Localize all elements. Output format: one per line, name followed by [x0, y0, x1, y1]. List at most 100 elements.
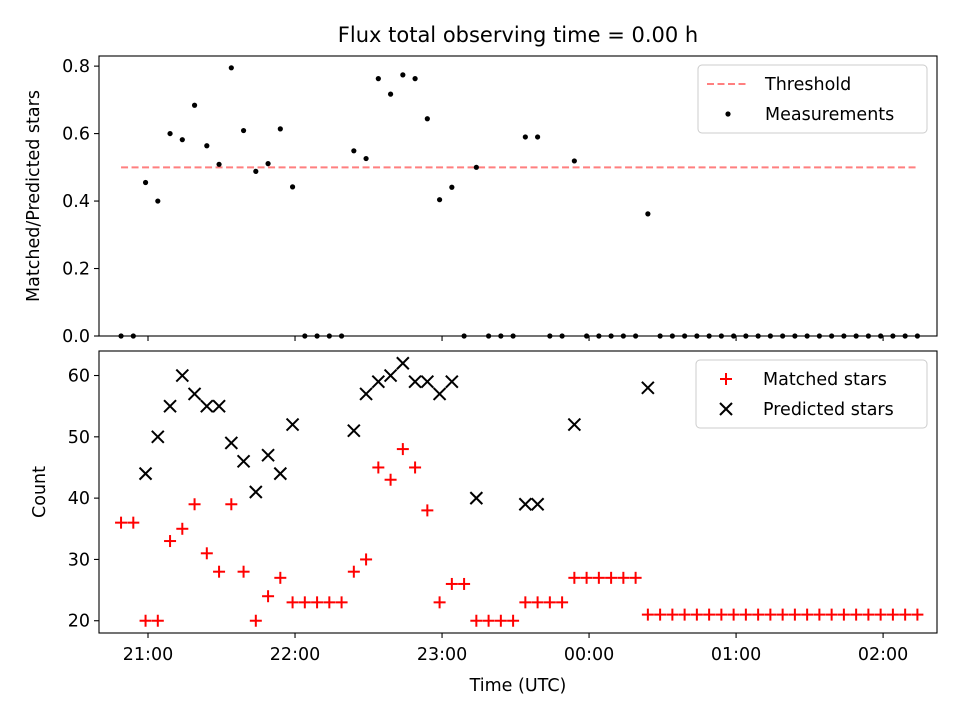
legend-threshold-label: Threshold	[764, 75, 851, 95]
matched-star-point	[580, 571, 593, 584]
x-tick-label: 22:00	[270, 645, 320, 665]
bottom-y-tick-label: 40	[68, 489, 90, 509]
matched-star-point	[421, 504, 434, 517]
legend-predicted-label: Predicted stars	[763, 400, 894, 420]
measurement-point	[216, 161, 222, 167]
matched-star-point	[139, 614, 152, 627]
x-tick-label: 23:00	[417, 645, 467, 665]
predicted-star-point	[518, 497, 533, 511]
predicted-star-point	[138, 466, 153, 481]
top-y-ticks: 0.0 0.2 0.4 0.6 0.8	[62, 57, 99, 347]
measurement-point	[204, 143, 210, 149]
legend-predicted-swatch	[719, 402, 733, 416]
measurement-point	[351, 148, 357, 154]
predicted-star-point	[261, 448, 275, 462]
measurement-point	[228, 65, 234, 71]
predicted-star-point	[200, 399, 214, 413]
matched-star-point	[225, 498, 238, 511]
matched-star-point	[911, 608, 924, 621]
legend-measurements-label: Measurements	[765, 105, 894, 125]
matched-star-point	[335, 596, 348, 609]
predicted-star-point	[224, 436, 239, 450]
matched-star-point	[237, 565, 250, 578]
matched-star-point	[568, 571, 581, 584]
predicted-star-point	[396, 356, 410, 370]
matched-star-point	[470, 614, 483, 627]
measurement-point	[424, 116, 430, 122]
measurement-point	[412, 76, 418, 82]
measurement-point	[473, 164, 479, 170]
matched-star-point	[531, 596, 544, 609]
top-y-tick-label: 0.6	[62, 125, 90, 145]
matched-star-point	[458, 577, 471, 590]
predicted-star-point	[347, 423, 361, 438]
top-y-tick-label: 0.0	[62, 327, 90, 347]
matched-star-point	[788, 608, 801, 621]
matched-star-point	[494, 614, 507, 627]
matched-star-point	[311, 596, 324, 609]
measurement-point	[535, 134, 541, 140]
measurement-point	[289, 184, 296, 190]
matched-star-point	[715, 608, 728, 621]
predicted-star-point	[469, 491, 484, 505]
predicted-star-point	[285, 417, 300, 432]
matched-star-point	[127, 516, 140, 529]
matched-star-point	[298, 596, 311, 609]
predicted-star-point	[641, 381, 655, 395]
matched-star-point	[164, 535, 177, 548]
matched-star-point	[690, 608, 703, 621]
top-legend: Threshold Measurements	[697, 64, 928, 134]
matched-star-point	[323, 596, 336, 609]
measurement-point	[179, 137, 185, 143]
predicted-star-point	[236, 454, 251, 469]
matched-star-point	[396, 443, 409, 456]
matched-star-point	[886, 608, 899, 621]
measurement-point	[240, 127, 247, 134]
predicted-star-point	[371, 374, 386, 389]
matched-star-point	[445, 577, 458, 590]
bottom-y-tick-label: 20	[68, 612, 90, 632]
measurement-point	[167, 130, 173, 137]
predicted-star-point	[420, 374, 435, 389]
matched-star-point	[249, 614, 262, 627]
matched-star-point	[801, 608, 814, 621]
measurement-point	[253, 168, 259, 174]
legend-matched-swatch	[720, 373, 732, 385]
measurement-point	[571, 158, 577, 164]
matched-star-point	[874, 608, 887, 621]
measurement-point	[191, 102, 198, 108]
matched-star-point	[409, 461, 422, 474]
bottom-plot-frame	[98, 350, 938, 634]
predicted-star-point	[249, 485, 263, 499]
matched-star-point	[739, 608, 752, 621]
predicted-star-point	[359, 387, 373, 401]
matched-star-point	[543, 596, 556, 609]
bottom-y-tick-label: 60	[68, 367, 90, 387]
predicted-star-point	[212, 399, 226, 413]
legend-measurements-swatch	[725, 111, 731, 117]
predicted-star-point	[187, 387, 202, 401]
top-plot-frame	[98, 55, 938, 337]
matched-star-point	[200, 547, 213, 560]
matched-star-point	[592, 571, 605, 584]
top-legend-box	[697, 64, 928, 134]
top-y-tick-label: 0.2	[62, 260, 90, 280]
bottom-y-ticks: 20 30 40 50 60	[68, 367, 99, 632]
matched-star-point	[825, 608, 838, 621]
measurement-point	[449, 184, 455, 190]
matched-star-point	[617, 571, 630, 584]
x-axis-label: Time (UTC)	[469, 676, 567, 696]
predicted-star-point	[151, 430, 165, 444]
matched-star-point	[372, 461, 385, 474]
x-tick-label: 02:00	[858, 645, 908, 665]
measurement-point	[277, 126, 283, 132]
chart-title: Flux total observing time = 0.00 h	[338, 23, 698, 47]
predicted-star-point	[163, 399, 177, 413]
matched-star-point	[776, 608, 789, 621]
matched-star-point	[678, 608, 691, 621]
measurement-point	[645, 211, 651, 217]
bottom-legend-box	[695, 359, 928, 429]
bottom-markers	[115, 356, 924, 627]
measurement-point	[363, 155, 369, 162]
matched-star-point	[666, 608, 679, 621]
